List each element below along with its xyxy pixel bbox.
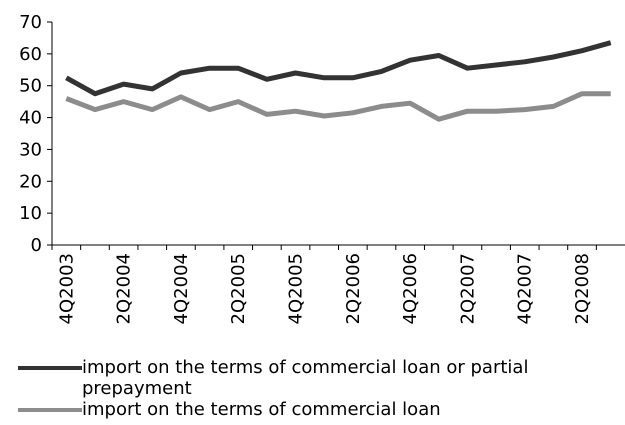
y-tick-label: 20 — [19, 171, 42, 192]
x-tick-label: 2Q2006 — [343, 253, 364, 324]
x-tick-label: 4Q2005 — [286, 253, 307, 324]
legend-label: import on the terms of commercial loan — [82, 399, 441, 420]
x-tick-label: 2Q2008 — [572, 253, 593, 324]
x-tick-label: 4Q2004 — [171, 253, 192, 324]
legend-label: import on the terms of commercial loan o… — [82, 357, 529, 399]
legend-item: import on the terms of commercial loan o… — [18, 357, 625, 399]
legend-swatch — [18, 366, 82, 370]
x-tick-label: 4Q2006 — [400, 253, 421, 324]
y-tick-label: 10 — [19, 203, 42, 224]
x-tick-label: 4Q2007 — [515, 253, 536, 324]
x-tick-label: 2Q2004 — [114, 253, 135, 324]
y-tick-label: 50 — [19, 76, 42, 97]
y-tick-label: 30 — [19, 139, 42, 160]
y-tick-label: 0 — [31, 235, 42, 256]
x-tick-label: 2Q2005 — [228, 253, 249, 324]
series-line — [65, 40, 612, 97]
y-tick-label: 70 — [19, 12, 42, 33]
legend-item: import on the terms of commercial loan — [18, 399, 625, 420]
legend-swatch — [18, 408, 82, 412]
y-tick-label: 60 — [19, 44, 42, 65]
x-tick-label: 2Q2007 — [457, 253, 478, 324]
y-tick-label: 40 — [19, 108, 42, 129]
chart: 0 10 20 30 40 50 60 70 4Q2003 2Q2004 4Q2004 2Q2005 4… — [19, 12, 625, 324]
series-line — [65, 91, 611, 122]
x-tick-label: 4Q2003 — [56, 253, 77, 324]
